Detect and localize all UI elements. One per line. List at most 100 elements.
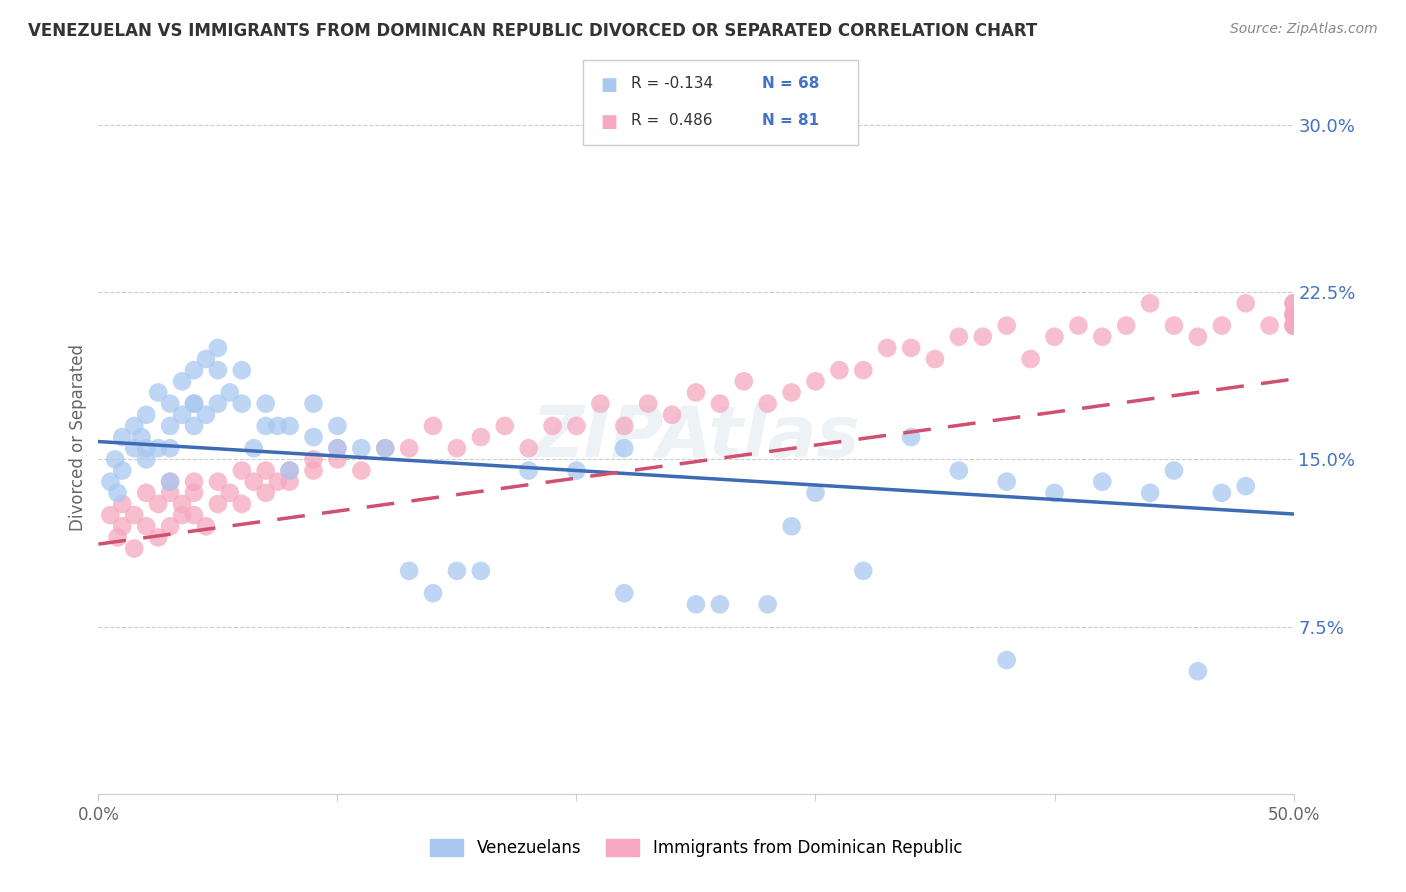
Point bbox=[541, 418, 564, 433]
Point bbox=[1091, 330, 1114, 344]
Point bbox=[613, 586, 636, 600]
Point bbox=[517, 442, 540, 455]
Point bbox=[111, 519, 134, 533]
Point bbox=[1139, 296, 1161, 310]
Point bbox=[422, 418, 444, 433]
Legend: Venezuelans, Immigrants from Dominican Republic: Venezuelans, Immigrants from Dominican R… bbox=[423, 832, 969, 864]
Point bbox=[183, 363, 205, 377]
Point bbox=[613, 442, 636, 455]
Point bbox=[1282, 318, 1305, 333]
Point bbox=[148, 385, 170, 400]
Point bbox=[756, 396, 779, 410]
Point bbox=[1282, 296, 1305, 310]
Point bbox=[159, 475, 181, 489]
Point bbox=[183, 475, 205, 489]
Point bbox=[756, 598, 779, 612]
Point bbox=[1282, 318, 1305, 333]
Point bbox=[159, 396, 181, 410]
Point bbox=[326, 452, 349, 467]
Point bbox=[231, 464, 253, 478]
Point bbox=[135, 519, 157, 533]
Point bbox=[231, 363, 253, 377]
Point bbox=[111, 430, 134, 444]
Point bbox=[1187, 664, 1209, 679]
Point bbox=[1211, 485, 1233, 500]
Point bbox=[637, 396, 659, 410]
Text: ZIPAtlas: ZIPAtlas bbox=[531, 402, 860, 472]
Point bbox=[900, 430, 922, 444]
Point bbox=[183, 508, 205, 523]
Point bbox=[254, 464, 277, 478]
Point bbox=[278, 464, 301, 478]
Point bbox=[135, 452, 157, 467]
Point bbox=[254, 418, 277, 433]
Text: Source: ZipAtlas.com: Source: ZipAtlas.com bbox=[1230, 22, 1378, 37]
Point bbox=[107, 485, 129, 500]
Y-axis label: Divorced or Separated: Divorced or Separated bbox=[69, 343, 87, 531]
Point bbox=[326, 442, 349, 455]
Point bbox=[159, 418, 181, 433]
Point bbox=[565, 418, 588, 433]
Point bbox=[148, 442, 170, 455]
Point bbox=[1043, 330, 1066, 344]
Point bbox=[183, 485, 205, 500]
Text: VENEZUELAN VS IMMIGRANTS FROM DOMINICAN REPUBLIC DIVORCED OR SEPARATED CORRELATI: VENEZUELAN VS IMMIGRANTS FROM DOMINICAN … bbox=[28, 22, 1038, 40]
Point bbox=[254, 485, 277, 500]
Point bbox=[852, 564, 875, 578]
Point bbox=[470, 430, 492, 444]
Point bbox=[398, 564, 420, 578]
Point bbox=[207, 396, 229, 410]
Text: ■: ■ bbox=[600, 113, 617, 131]
Point bbox=[302, 464, 325, 478]
Point bbox=[243, 475, 266, 489]
Point bbox=[124, 508, 146, 523]
Point bbox=[565, 464, 588, 478]
Point bbox=[1187, 330, 1209, 344]
Point bbox=[780, 519, 803, 533]
Point bbox=[207, 341, 229, 355]
Point bbox=[876, 341, 898, 355]
Point bbox=[195, 519, 218, 533]
Point bbox=[131, 430, 153, 444]
Point bbox=[124, 418, 146, 433]
Text: N = 81: N = 81 bbox=[762, 113, 820, 128]
Point bbox=[804, 375, 827, 389]
Point bbox=[135, 408, 157, 422]
Point bbox=[302, 430, 325, 444]
Point bbox=[302, 452, 325, 467]
Point bbox=[470, 564, 492, 578]
Point bbox=[111, 497, 134, 511]
Point bbox=[374, 442, 396, 455]
Point bbox=[172, 408, 194, 422]
Point bbox=[135, 442, 157, 455]
Point bbox=[494, 418, 516, 433]
Point bbox=[219, 385, 242, 400]
Point bbox=[995, 318, 1018, 333]
Point bbox=[804, 485, 827, 500]
Point bbox=[207, 475, 229, 489]
Point bbox=[1282, 307, 1305, 322]
Point bbox=[135, 485, 157, 500]
Point bbox=[148, 497, 170, 511]
Text: ■: ■ bbox=[600, 76, 617, 94]
Point bbox=[1091, 475, 1114, 489]
Point bbox=[172, 508, 194, 523]
Point bbox=[685, 598, 707, 612]
Point bbox=[1282, 318, 1305, 333]
Text: R =  0.486: R = 0.486 bbox=[631, 113, 713, 128]
Point bbox=[995, 475, 1018, 489]
Point bbox=[374, 442, 396, 455]
Point bbox=[1282, 307, 1305, 322]
Point bbox=[1234, 296, 1257, 310]
Point bbox=[172, 375, 194, 389]
Point bbox=[326, 442, 349, 455]
Point bbox=[661, 408, 683, 422]
Point bbox=[828, 363, 851, 377]
Point bbox=[1067, 318, 1090, 333]
Point bbox=[183, 418, 205, 433]
Point bbox=[1115, 318, 1137, 333]
Point bbox=[243, 442, 266, 455]
Point bbox=[1019, 351, 1042, 366]
Point bbox=[302, 396, 325, 410]
Point bbox=[422, 586, 444, 600]
